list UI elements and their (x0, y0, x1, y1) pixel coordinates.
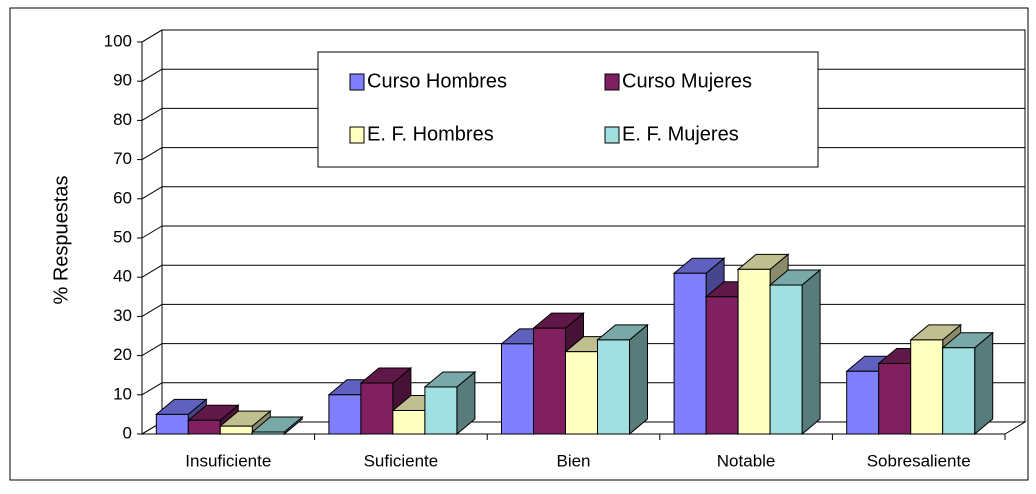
y-tick-label: 60 (113, 188, 132, 207)
bar-front (501, 343, 534, 435)
legend-swatch (604, 126, 620, 144)
bar-front (878, 362, 912, 435)
y-tick-label: 20 (113, 345, 132, 364)
grid-line (141, 225, 163, 239)
grid-line (141, 303, 163, 317)
bar-front (219, 425, 253, 435)
x-tick-label: Notable (717, 451, 776, 470)
y-tick-label: 90 (113, 71, 132, 90)
bar-front (533, 327, 566, 435)
x-tick-label: Bien (556, 451, 590, 470)
bar-front (328, 394, 362, 435)
bar-side (629, 323, 648, 436)
bar-side (974, 331, 994, 436)
bar (768, 268, 822, 436)
legend-swatch (349, 126, 365, 144)
y-tick-label: 70 (113, 149, 132, 168)
y-tick-label: 50 (113, 227, 132, 246)
bar-front (705, 296, 739, 435)
bar-front (251, 431, 285, 435)
grid-line (141, 382, 163, 396)
bar-front (910, 339, 944, 435)
bar-front (597, 339, 630, 435)
grid-line (141, 186, 163, 200)
legend-box (317, 51, 819, 168)
grid-line (141, 29, 163, 43)
bar-front (360, 382, 394, 435)
y-tick-label: 80 (113, 110, 132, 129)
bar-front (424, 386, 458, 435)
bar (423, 370, 477, 436)
grid-line (141, 107, 163, 121)
x-tick-label: Suficiente (364, 451, 439, 470)
legend-swatch (604, 73, 620, 91)
legend-label: E. F. Hombres (367, 123, 494, 145)
bar-front (673, 272, 707, 435)
y-tick-label: 100 (104, 31, 132, 50)
legend-label: Curso Mujeres (622, 70, 752, 92)
y-tick-label: 10 (113, 384, 132, 403)
y-tick-label: 0 (123, 423, 132, 442)
legend: Curso Hombres Curso Mujeres E. F. Hombres E… (317, 51, 819, 168)
bar-front (565, 351, 598, 435)
y-axis-label: % Respuestas (50, 176, 72, 305)
bar-front (942, 347, 976, 435)
bar-front (155, 413, 189, 435)
y-tick-label: 40 (113, 267, 132, 286)
bar-front (737, 268, 771, 435)
bar-front (846, 370, 880, 435)
grid-line (141, 264, 163, 278)
bar (250, 415, 304, 436)
y-tick-label: 30 (113, 306, 132, 325)
bar-side (801, 268, 821, 436)
legend-swatch (349, 73, 365, 91)
bar-front (187, 419, 221, 435)
grid-line (141, 147, 163, 161)
grid-line (141, 343, 163, 357)
bar-front (392, 409, 426, 435)
x-tick-label: Insuficiente (185, 451, 271, 470)
bar (941, 331, 995, 436)
bar (596, 323, 649, 436)
legend-label: Curso Hombres (367, 70, 507, 92)
bar-front (769, 284, 803, 435)
legend-label: E. F. Mujeres (622, 123, 739, 145)
grid-line (141, 68, 163, 82)
x-tick-label: Sobresaliente (867, 451, 971, 470)
